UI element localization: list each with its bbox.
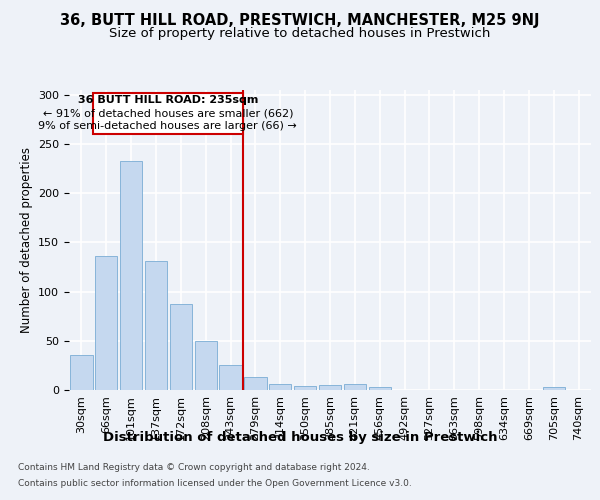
- Bar: [269, 384, 292, 390]
- Bar: [344, 384, 366, 390]
- Text: Contains public sector information licensed under the Open Government Licence v3: Contains public sector information licen…: [18, 478, 412, 488]
- Text: Size of property relative to detached houses in Prestwich: Size of property relative to detached ho…: [109, 28, 491, 40]
- Bar: [368, 387, 391, 390]
- Bar: [244, 377, 266, 390]
- Y-axis label: Number of detached properties: Number of detached properties: [20, 147, 32, 333]
- Bar: [170, 304, 192, 390]
- Bar: [70, 354, 92, 390]
- FancyBboxPatch shape: [92, 93, 243, 134]
- Text: ← 91% of detached houses are smaller (662): ← 91% of detached houses are smaller (66…: [43, 108, 293, 118]
- Bar: [120, 161, 142, 390]
- Text: Contains HM Land Registry data © Crown copyright and database right 2024.: Contains HM Land Registry data © Crown c…: [18, 464, 370, 472]
- Bar: [319, 385, 341, 390]
- Text: 9% of semi-detached houses are larger (66) →: 9% of semi-detached houses are larger (6…: [38, 121, 297, 131]
- Bar: [220, 366, 242, 390]
- Bar: [145, 261, 167, 390]
- Bar: [194, 341, 217, 390]
- Bar: [542, 387, 565, 390]
- Bar: [95, 256, 118, 390]
- Bar: [294, 386, 316, 390]
- Text: 36, BUTT HILL ROAD, PRESTWICH, MANCHESTER, M25 9NJ: 36, BUTT HILL ROAD, PRESTWICH, MANCHESTE…: [60, 12, 540, 28]
- Text: Distribution of detached houses by size in Prestwich: Distribution of detached houses by size …: [103, 431, 497, 444]
- Text: 36 BUTT HILL ROAD: 235sqm: 36 BUTT HILL ROAD: 235sqm: [77, 95, 258, 105]
